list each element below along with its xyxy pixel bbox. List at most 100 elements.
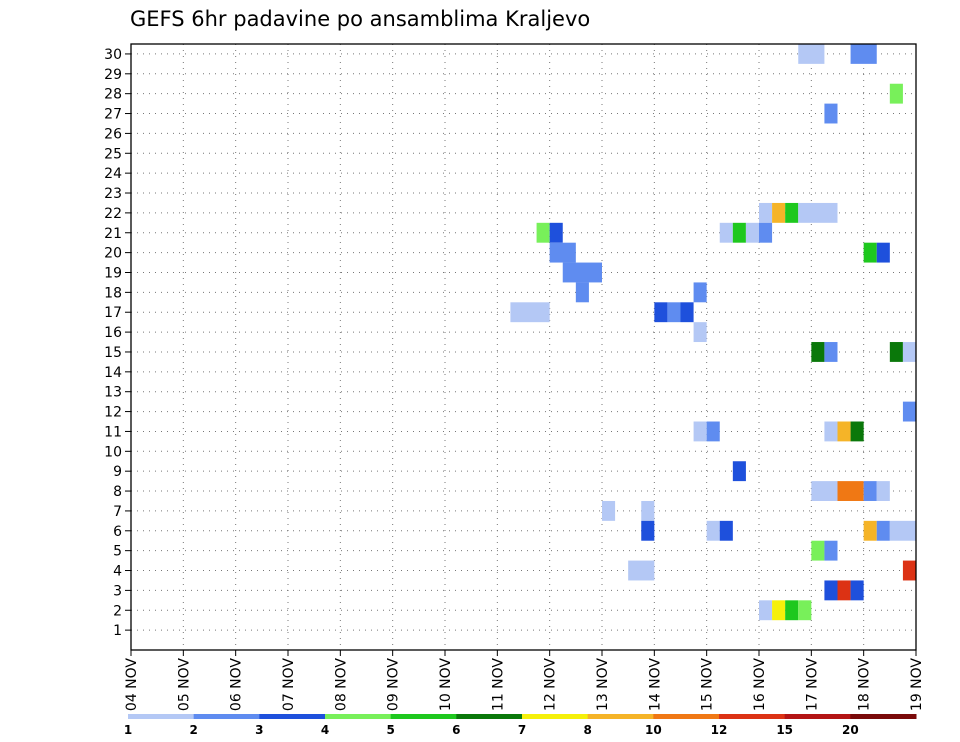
x-tick-label: 14 NOV [647, 658, 663, 712]
colorbar-label: 3 [255, 723, 263, 737]
precip-cell [850, 580, 864, 601]
precip-cell [876, 481, 890, 501]
precip-cell [732, 222, 746, 243]
x-tick-label: 06 NOV [229, 658, 245, 712]
precip-cell [837, 481, 864, 501]
colorbar-segment [193, 714, 260, 719]
colorbar-label: 7 [518, 723, 526, 737]
precip-cell [719, 222, 733, 243]
precip-cell [772, 600, 786, 621]
precip-cell [693, 282, 707, 303]
precip-cell [863, 242, 877, 263]
precip-cell [510, 302, 550, 323]
colorbar-label: 10 [645, 723, 662, 737]
precip-cell [863, 481, 877, 501]
y-tick-label: 16 [104, 325, 122, 341]
y-tick-label: 2 [113, 603, 122, 619]
y-tick-label: 3 [113, 583, 122, 599]
precip-cell [837, 580, 851, 601]
y-tick-label: 4 [113, 564, 122, 580]
precip-cell [549, 222, 563, 243]
colorbar: 1 2 3 4 5 6 7 8 10 12 15 20 [124, 714, 917, 737]
x-tick-label: 11 NOV [490, 658, 506, 712]
y-tick-label: 27 [104, 107, 122, 123]
x-tick-label: 15 NOV [700, 658, 716, 712]
x-tick-label: 04 NOV [124, 658, 140, 712]
precip-cell [902, 342, 916, 362]
y-tick-label: 18 [104, 285, 122, 301]
precip-cell [706, 421, 720, 442]
x-tick-label: 05 NOV [176, 658, 192, 712]
colorbar-segment [128, 714, 195, 719]
colorbar-segment [784, 714, 851, 719]
precip-cell [798, 600, 812, 621]
precip-cell [575, 282, 589, 303]
chart-title: GEFS 6hr padavine po ansamblima Kraljevo [130, 7, 590, 31]
y-axis-ticks: 1234567891011121314151617181920212223242… [104, 47, 131, 639]
x-tick-label: 07 NOV [281, 658, 297, 712]
precip-cell [759, 202, 773, 223]
precip-cell [824, 580, 838, 601]
y-tick-label: 30 [104, 47, 122, 63]
precip-cell [889, 342, 903, 362]
precip-cell [837, 421, 851, 442]
precip-cell [798, 202, 838, 223]
x-tick-label: 10 NOV [438, 658, 454, 712]
precip-cell [641, 520, 655, 541]
x-tick-label: 17 NOV [804, 658, 820, 712]
x-tick-label: 18 NOV [857, 658, 873, 712]
grid-lines [130, 44, 917, 650]
colorbar-label: 15 [776, 723, 793, 737]
y-tick-label: 21 [104, 226, 122, 242]
colorbar-segment [719, 714, 786, 719]
precip-cell [719, 520, 733, 541]
precip-cell [902, 560, 916, 581]
y-tick-label: 20 [104, 246, 122, 262]
precip-cell [811, 481, 838, 501]
colorbar-segment [587, 714, 654, 719]
precip-cell [863, 520, 877, 541]
y-tick-label: 7 [113, 504, 122, 520]
x-tick-label: 16 NOV [752, 658, 768, 712]
precip-cell [785, 600, 799, 621]
x-tick-label: 12 NOV [543, 658, 559, 712]
precip-cell [811, 540, 825, 561]
y-tick-label: 1 [113, 623, 122, 639]
x-tick-label: 08 NOV [333, 658, 349, 712]
precip-cell [889, 83, 903, 104]
y-tick-label: 11 [104, 424, 122, 440]
colorbar-label: 5 [386, 723, 394, 737]
y-tick-label: 15 [104, 345, 122, 361]
precip-cell [693, 322, 707, 343]
precipitation-cells [510, 44, 916, 621]
y-tick-label: 10 [104, 444, 122, 460]
y-tick-label: 22 [104, 206, 122, 222]
y-tick-label: 6 [113, 524, 122, 540]
plot-frame [130, 43, 917, 651]
precip-cell [772, 202, 786, 223]
y-tick-label: 9 [113, 464, 122, 480]
precip-cell [850, 44, 877, 64]
precip-cell [824, 103, 838, 124]
colorbar-label: 8 [583, 723, 591, 737]
precip-cell [785, 202, 799, 223]
precip-cell [536, 222, 550, 243]
precip-cell [667, 302, 681, 323]
y-tick-label: 25 [104, 146, 122, 162]
y-tick-label: 8 [113, 484, 122, 500]
colorbar-segment [653, 714, 720, 719]
colorbar-segment [456, 714, 523, 719]
colorbar-label: 12 [711, 723, 728, 737]
precip-cell [562, 262, 602, 283]
precip-cell [759, 222, 773, 243]
precip-cell [628, 560, 655, 581]
y-tick-label: 28 [104, 87, 122, 103]
precip-cell [824, 421, 838, 442]
precip-cell [693, 421, 707, 442]
x-tick-label: 19 NOV [909, 658, 925, 712]
precip-cell [798, 44, 825, 64]
y-tick-label: 26 [104, 126, 122, 142]
colorbar-label: 20 [842, 723, 859, 737]
precip-cell [876, 520, 890, 541]
x-tick-label: 13 NOV [595, 658, 611, 712]
